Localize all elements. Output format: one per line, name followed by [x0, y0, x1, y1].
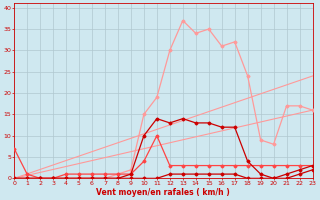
- X-axis label: Vent moyen/en rafales ( km/h ): Vent moyen/en rafales ( km/h ): [96, 188, 230, 197]
